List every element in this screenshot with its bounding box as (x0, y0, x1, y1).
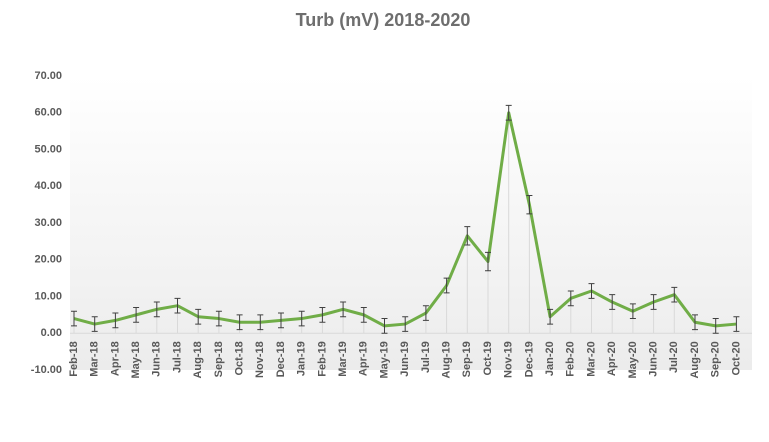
error-bar (443, 277, 450, 294)
error-bar (91, 316, 98, 332)
error-bar (236, 314, 243, 331)
y-tick-label: 10.00 (34, 290, 62, 302)
x-tick-label: Sep-20 (710, 341, 722, 377)
x-tick-label: May-19 (378, 341, 390, 378)
error-bar (567, 290, 574, 307)
y-tick-label: 70.00 (34, 70, 62, 82)
x-tick-label: Oct-18 (234, 341, 246, 375)
x-tick-label: Mar-18 (89, 341, 101, 376)
x-tick-label: Jul-19 (420, 341, 432, 373)
error-bar (609, 294, 616, 310)
x-tick-label: Mar-20 (585, 341, 597, 376)
y-tick-label: 40.00 (34, 180, 62, 192)
error-bar (588, 283, 595, 299)
x-tick-label: Apr-19 (358, 341, 370, 376)
error-bar (112, 312, 119, 329)
error-bar (360, 307, 367, 323)
x-tick-label: Oct-20 (730, 341, 742, 375)
x-tick-label: Aug-18 (192, 341, 204, 378)
x-tick-label: Jul-20 (668, 341, 680, 373)
error-bar (402, 316, 409, 332)
x-tick-label: Nov-19 (503, 341, 515, 378)
error-bar (629, 303, 636, 320)
x-tick-label: Jun-19 (399, 341, 411, 376)
error-bar (215, 310, 222, 327)
y-tick-label: -10.00 (31, 364, 62, 376)
x-tick-label: Dec-19 (523, 341, 535, 377)
x-tick-label: Sep-19 (461, 341, 473, 377)
error-bar (505, 104, 512, 121)
x-tick-label: Dec-18 (275, 341, 287, 377)
x-tick-label: May-18 (130, 341, 142, 378)
x-tick-label: Aug-19 (441, 341, 453, 378)
y-tick-label: 50.00 (34, 143, 62, 155)
x-tick-label: Aug-20 (689, 341, 701, 378)
x-tick-label: Jan-20 (544, 341, 556, 376)
error-bar (340, 301, 347, 318)
error-bar (712, 318, 719, 334)
y-tick-label: 30.00 (34, 217, 62, 229)
error-bar (278, 312, 284, 329)
error-bar (174, 297, 181, 314)
y-tick-label: 20.00 (34, 254, 62, 266)
error-bar (153, 301, 160, 318)
x-tick-label: Mar-19 (337, 341, 349, 376)
x-tick-label: Feb-19 (316, 341, 328, 376)
x-tick-label: Feb-18 (68, 341, 80, 376)
error-bar (671, 286, 678, 303)
error-bar (298, 310, 305, 327)
error-bar (422, 305, 429, 321)
error-bar (195, 308, 202, 325)
x-tick-label: Jan-19 (296, 341, 308, 376)
error-bar (526, 194, 533, 215)
x-tick-label: Jul-18 (171, 341, 183, 373)
x-tick-label: Sep-18 (213, 341, 225, 377)
y-tick-label: 0.00 (41, 327, 62, 339)
error-bar (650, 294, 657, 310)
error-bar (71, 310, 77, 327)
error-bar (733, 316, 740, 332)
x-tick-label: Apr-18 (109, 341, 121, 376)
x-tick-label: Jun-18 (151, 341, 163, 376)
error-bar (692, 314, 698, 331)
error-bar (464, 226, 471, 246)
x-tick-label: Apr-20 (606, 341, 618, 376)
error-bar (319, 307, 326, 323)
x-tick-label: Nov-18 (254, 341, 266, 378)
error-bar (485, 251, 491, 272)
plot-area (70, 76, 752, 370)
error-bar (257, 314, 264, 331)
error-bar (133, 307, 140, 323)
error-bar (381, 318, 388, 334)
x-tick-label: Feb-20 (565, 341, 577, 376)
x-tick-label: Jun-20 (648, 341, 660, 376)
x-tick-label: Oct-19 (482, 341, 494, 375)
y-tick-label: 60.00 (34, 107, 62, 119)
error-bar (547, 308, 554, 325)
chart-title: Turb (mV) 2018-2020 (296, 10, 471, 30)
x-tick-label: May-20 (627, 341, 639, 378)
